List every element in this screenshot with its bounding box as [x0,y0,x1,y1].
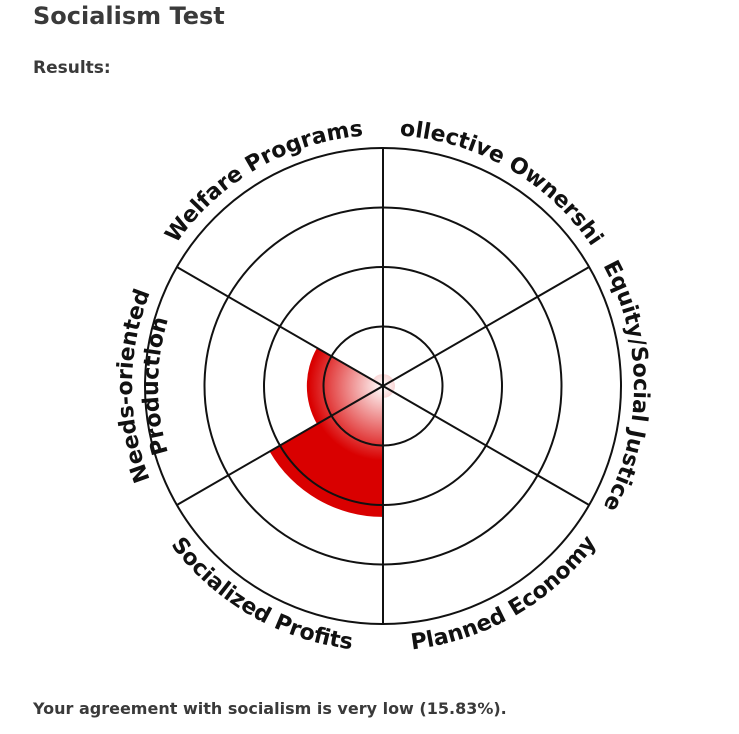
axis-label-text-collective-ownership: Collective Ownership [0,0,608,250]
result-summary: Your agreement with socialism is very lo… [33,699,507,718]
grid-spoke-5 [176,385,384,506]
axis-label-text-welfare-programs: Welfare Programs [161,117,364,248]
sector-equity-social-justice [383,380,395,392]
sector-socialized-profits [269,386,383,517]
axis-labels: Collective Ownership Equity/Social Justic… [0,0,653,655]
grid-spoke-2 [382,266,590,387]
axis-label-collective-ownership: Collective Ownership [0,0,608,250]
axis-label-equity-social-justice: Equity/Social Justice [598,257,653,516]
chart-grid [144,147,622,625]
sector-welfare-programs [372,374,383,386]
axis-label-text-socialized-profits: Socialized Profits [166,533,355,655]
sector-planned-economy [383,386,394,398]
axis-label-welfare-programs: Welfare Programs [161,117,364,248]
page-title: Socialism Test [33,2,225,30]
sector-collective-ownership [383,374,394,386]
axis-label-line2: Production [139,314,174,458]
axis-label-needs-oriented-production-line2: Production [139,314,174,458]
grid-spoke-3 [382,385,590,506]
grid-spoke-6 [176,266,384,387]
axis-label-planned-economy: Planned Economy [409,531,601,655]
axis-label-socialized-profits: Socialized Profits [166,533,355,655]
axis-label-text-equity-social-justice: Equity/Social Justice [598,257,653,516]
data-sectors [269,347,395,517]
axis-label-text-planned-economy: Planned Economy [409,531,601,655]
results-label: Results: [33,58,111,78]
